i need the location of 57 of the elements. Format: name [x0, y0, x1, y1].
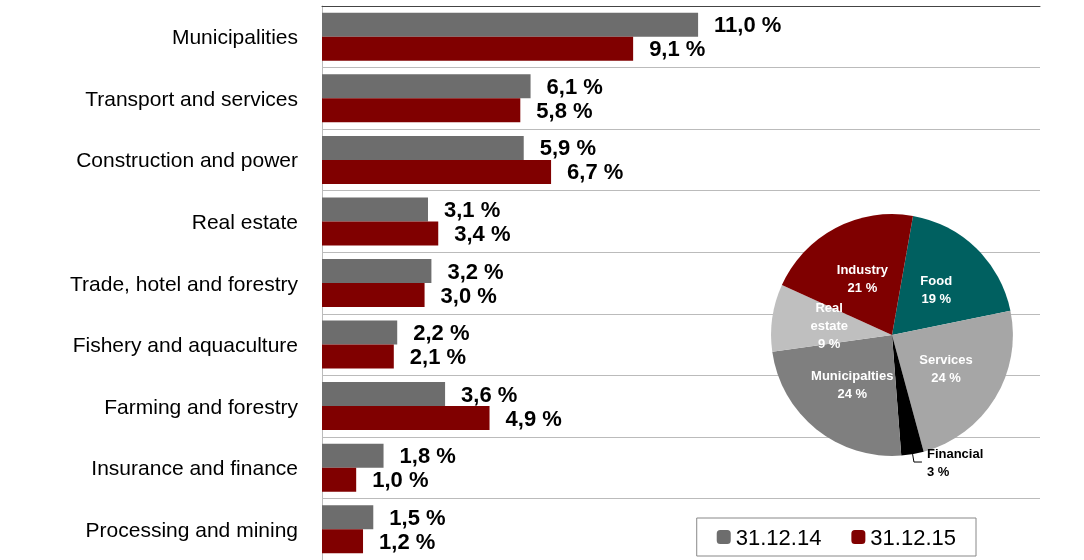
slice-label: Industry [836, 262, 889, 278]
y-tick-label: Construction and power [76, 148, 298, 172]
bar [322, 320, 398, 345]
data-label: 11,0 % [714, 12, 782, 38]
data-label: 4,9 % [505, 405, 562, 431]
bar [322, 74, 531, 99]
bar [322, 12, 699, 37]
data-label: 19 % [921, 291, 952, 307]
y-tick-label: Municipalities [171, 25, 298, 49]
slice-label: Services [919, 351, 973, 367]
bar [322, 36, 634, 61]
slice-label: Financial [926, 445, 984, 461]
y-tick-label: Farming and forestry [104, 394, 299, 418]
slice-label: Municipalties [811, 367, 894, 383]
bar [322, 159, 552, 184]
bar [322, 505, 374, 530]
bar [322, 406, 490, 431]
y-tick-label: Transport and services [85, 86, 298, 110]
y-tick-label: Real estate [191, 209, 298, 233]
data-label: 6,1 % [546, 73, 603, 99]
legend-label: 31.12.15 [870, 524, 956, 550]
y-tick-label: Fishery and aquaculture [72, 333, 298, 357]
data-label: 2,2 % [413, 320, 470, 346]
bar [322, 467, 357, 492]
data-label: 24 % [837, 385, 868, 401]
data-label: 6,7 % [567, 159, 624, 185]
data-label: 3,1 % [443, 196, 501, 222]
bar [322, 443, 384, 468]
data-label: 1,5 % [389, 504, 446, 530]
data-label: 3,0 % [440, 282, 497, 308]
bar [322, 98, 521, 123]
bar [322, 382, 446, 407]
y-tick-label: Insurance and finance [91, 456, 298, 480]
data-label: 2,1 % [409, 344, 467, 370]
y-tick-label: Processing and mining [85, 517, 298, 541]
slice-label: Food [920, 273, 953, 289]
data-label: 1,0 % [372, 467, 429, 493]
y-tick-label: Trade, hotel and forestry [69, 271, 299, 295]
bar [322, 344, 394, 369]
data-label: 5,8 % [536, 97, 593, 123]
bar [322, 197, 428, 222]
bar [322, 529, 364, 554]
bar [322, 221, 439, 246]
data-label: 9,1 % [649, 36, 706, 62]
data-label: 3,4 % [454, 220, 511, 246]
data-label: 1,2 % [379, 528, 436, 554]
bar [322, 283, 425, 307]
data-label: 1,8 % [399, 443, 456, 469]
data-label: 3,6 % [461, 381, 518, 407]
data-label: 5,9 % [539, 135, 596, 161]
bar [322, 135, 524, 160]
bar [322, 259, 432, 283]
data-label: 3,2 % [447, 258, 504, 284]
data-label: 21 % [847, 280, 878, 296]
data-label: 3 % [926, 463, 950, 479]
data-label: 24 % [931, 369, 962, 385]
legend-label: 31.12.14 [735, 524, 822, 550]
